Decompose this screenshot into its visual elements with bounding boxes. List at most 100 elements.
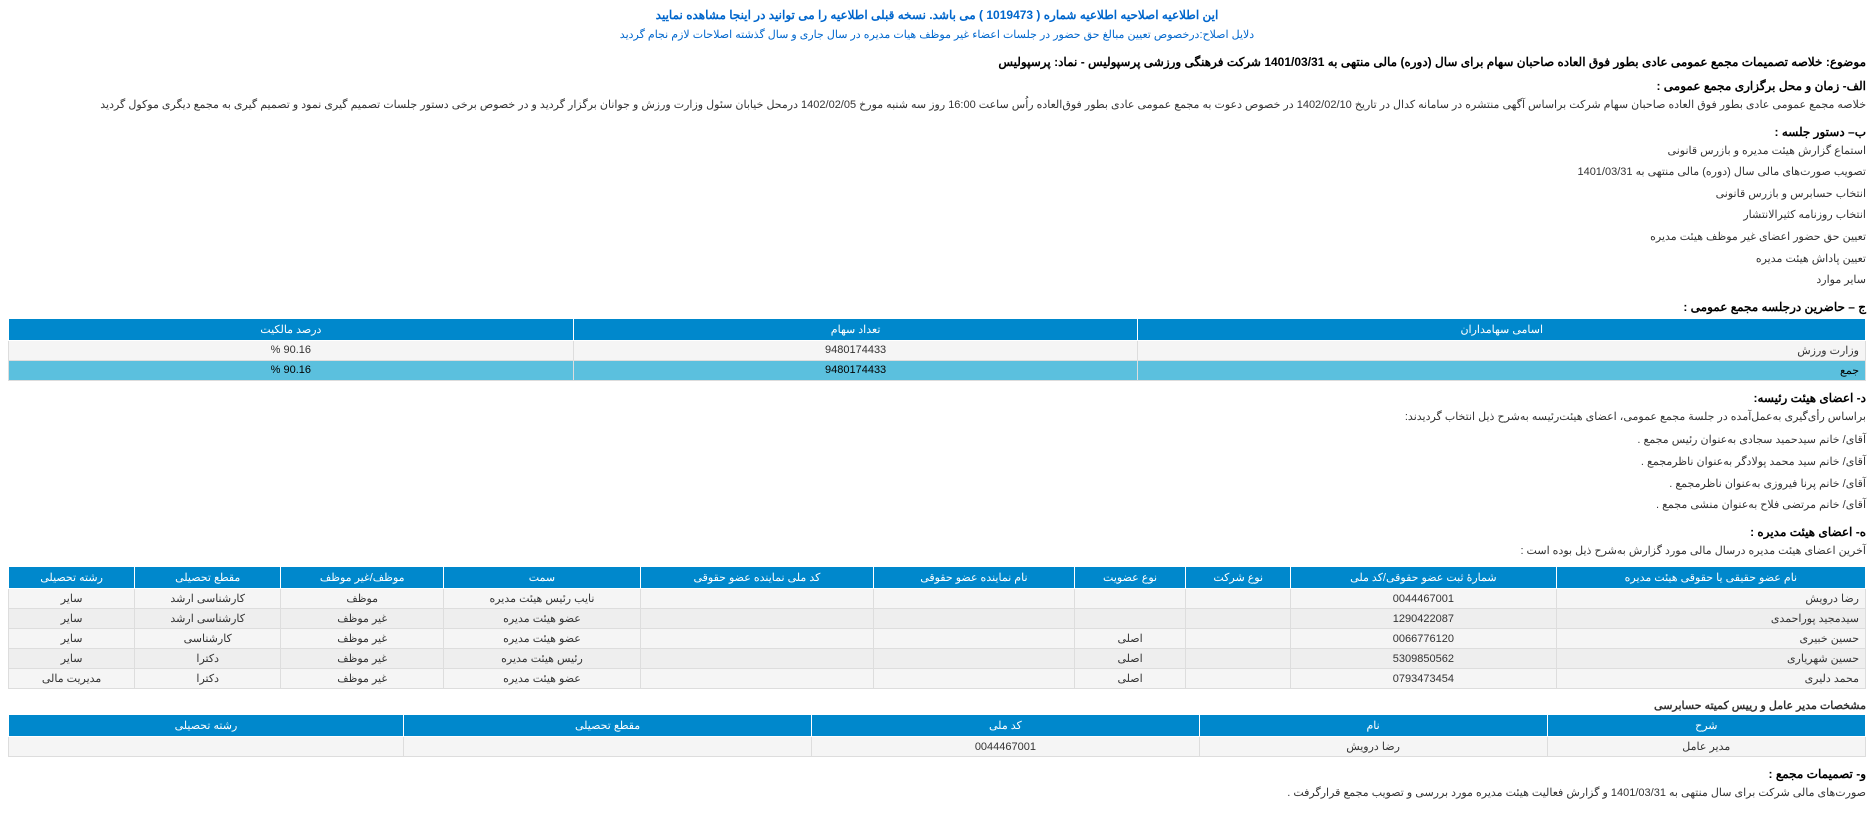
table-row: محمد دلیری0793473454اصلیعضو هیئت مدیرهغی… bbox=[9, 669, 1866, 689]
table-header: رشته تحصیلی bbox=[9, 715, 404, 737]
table-cell: حسین شهریاری bbox=[1556, 649, 1865, 669]
board-table: نام عضو حقیقی یا حقوقی هیئت مدیرهشمارۀ ث… bbox=[8, 566, 1866, 689]
section-a-text: خلاصه مجمع عمومی عادی بطور فوق العاده صا… bbox=[8, 97, 1866, 115]
table-header: نام عضو حقیقی یا حقوقی هیئت مدیره bbox=[1556, 567, 1865, 589]
table-cell: نایب رئیس هیئت مدیره bbox=[444, 589, 641, 609]
table-cell bbox=[640, 669, 873, 689]
table-cell bbox=[9, 737, 404, 757]
table-cell: 90.16 % bbox=[9, 340, 574, 360]
table-cell bbox=[1074, 609, 1186, 629]
table-cell: کارشناسی ارشد bbox=[135, 609, 281, 629]
table-cell bbox=[874, 649, 1075, 669]
table-cell: غیر موظف bbox=[281, 669, 444, 689]
section-e-intro: آخرین اعضای هیئت مدیره درسال مالی مورد گ… bbox=[8, 543, 1866, 561]
agenda-item: انتخاب روزنامه کثیر‌الانتشار bbox=[8, 207, 1866, 225]
table-header: نام bbox=[1199, 715, 1547, 737]
table-header: درصد مالکیت bbox=[9, 318, 574, 340]
ceo-table: شرحنامکد ملیمقطع تحصیلیرشته تحصیلی مدیر … bbox=[8, 714, 1866, 757]
table-cell: 9480174433 bbox=[573, 340, 1138, 360]
table-header: اسامی سهامداران bbox=[1138, 318, 1866, 340]
agenda-item: تعیین حق حضور اعضای غیر موظف هیئت مدیره bbox=[8, 229, 1866, 247]
table-cell: سایر bbox=[9, 649, 135, 669]
agenda-item: تعیین پاداش هیئت مدیره bbox=[8, 251, 1866, 269]
section-d-intro: براساس رأی‌گیری به‌عمل‌آمده در جلسة مجمع… bbox=[8, 409, 1866, 427]
table-cell bbox=[874, 589, 1075, 609]
table-cell: مدیریت مالی bbox=[9, 669, 135, 689]
table-header: سمت bbox=[444, 567, 641, 589]
table-cell: وزارت ورزش bbox=[1138, 340, 1866, 360]
table-cell: سیدمجید پوراحمدی bbox=[1556, 609, 1865, 629]
table-header: کد ملی نماینده عضو حقوقی bbox=[640, 567, 873, 589]
table-cell: مدیر عامل bbox=[1547, 737, 1865, 757]
table-cell: دکترا bbox=[135, 669, 281, 689]
subject-text: خلاصه تصمیمات مجمع عمومی عادی بطور فوق ا… bbox=[998, 55, 1822, 69]
table-cell: رضا درویش bbox=[1199, 737, 1547, 757]
table-cell: غیر موظف bbox=[281, 629, 444, 649]
table-cell: 5309850562 bbox=[1290, 649, 1556, 669]
table-cell: 0066776120 bbox=[1290, 629, 1556, 649]
table-cell bbox=[640, 589, 873, 609]
table-cell bbox=[640, 609, 873, 629]
table-cell: رضا درویش bbox=[1556, 589, 1865, 609]
section-g-title: و- تصمیمات مجمع : bbox=[8, 767, 1866, 781]
notice-header: این اطلاعیه اصلاحیه اطلاعیه شماره ( 1019… bbox=[8, 8, 1866, 22]
agenda-item: سایر موارد bbox=[8, 272, 1866, 290]
table-row: رضا درویش0044467001 نایب رئیس هیئت مدیرهم… bbox=[9, 589, 1866, 609]
agenda-item: استماع گزارش هیئت‌ مدیره و بازرس قانونی bbox=[8, 143, 1866, 161]
table-cell: 0044467001 bbox=[1290, 589, 1556, 609]
table-cell: حسین خبیری bbox=[1556, 629, 1865, 649]
table-header: شرح bbox=[1547, 715, 1865, 737]
table-header: موظف/غیر موظف bbox=[281, 567, 444, 589]
table-cell: محمد دلیری bbox=[1556, 669, 1865, 689]
table-row: جمع948017443390.16 % bbox=[9, 360, 1866, 380]
table-cell: اصلی bbox=[1074, 649, 1186, 669]
table-cell bbox=[1186, 589, 1291, 609]
table-cell: موظف bbox=[281, 589, 444, 609]
table-cell bbox=[1186, 669, 1291, 689]
table-cell: عضو هیئت مدیره bbox=[444, 669, 641, 689]
table-header: مقطع تحصیلی bbox=[403, 715, 811, 737]
table-cell: سایر bbox=[9, 589, 135, 609]
section-g-text: صورت‌های مالی شرکت برای سال منتهی به 140… bbox=[8, 785, 1866, 803]
agenda-item: تصویب صورت‌های مالی سال (دوره) مالی منته… bbox=[8, 164, 1866, 182]
table-cell: کارشناسی bbox=[135, 629, 281, 649]
presidium-member: آقای/ خانم سید محمد پولادگر به‌عنوان ناظ… bbox=[8, 454, 1866, 472]
shareholders-table: اسامی سهامدارانتعداد سهامدرصد مالکیت وزا… bbox=[8, 318, 1866, 381]
agenda-list: استماع گزارش هیئت‌ مدیره و بازرس قانونی ت… bbox=[8, 143, 1866, 290]
table-header: نوع شرکت bbox=[1186, 567, 1291, 589]
table-cell bbox=[1186, 649, 1291, 669]
presidium-member: آقای/ خانم پرنا فیروزی به‌عنوان ناظرمجمع… bbox=[8, 476, 1866, 494]
table-cell: غیر موظف bbox=[281, 649, 444, 669]
table-cell: کارشناسی ارشد bbox=[135, 589, 281, 609]
table-cell bbox=[874, 629, 1075, 649]
table-header: مقطع تحصیلی bbox=[135, 567, 281, 589]
table-header: رشته تحصیلی bbox=[9, 567, 135, 589]
subject-label: موضوع: bbox=[1826, 55, 1866, 69]
table-row: سیدمجید پوراحمدی1290422087عضو هیئت مدیره… bbox=[9, 609, 1866, 629]
table-cell bbox=[874, 609, 1075, 629]
table-row: حسین شهریاری5309850562 اصلی رئیس هیئت مدیر… bbox=[9, 649, 1866, 669]
table-cell: عضو هیئت مدیره bbox=[444, 629, 641, 649]
table-cell: 1290422087 bbox=[1290, 609, 1556, 629]
section-d-title: د- اعضای هیئت رئیسه: bbox=[8, 391, 1866, 405]
presidium-list: آقای/ خانم سیدحمید سجادی به‌عنوان رئیس م… bbox=[8, 432, 1866, 514]
table-header: تعداد سهام bbox=[573, 318, 1138, 340]
table-cell: 0044467001 bbox=[812, 737, 1199, 757]
agenda-item: انتخاب حسابرس و بازرس قانونی bbox=[8, 186, 1866, 204]
table-cell bbox=[874, 669, 1075, 689]
section-a-title: الف- زمان و محل برگزاری مجمع عمومی : bbox=[8, 79, 1866, 93]
table-header: نوع عضویت bbox=[1074, 567, 1186, 589]
table-cell bbox=[1074, 589, 1186, 609]
section-f-title: مشخصات مدیر عامل و رییس کمیته حسابرسی bbox=[8, 699, 1866, 712]
table-cell bbox=[1186, 629, 1291, 649]
section-b-title: ب– دستور جلسه : bbox=[8, 125, 1866, 139]
table-cell: غیر موظف bbox=[281, 609, 444, 629]
table-header: کد ملی bbox=[812, 715, 1199, 737]
table-cell: جمع bbox=[1138, 360, 1866, 380]
table-cell: اصلی bbox=[1074, 669, 1186, 689]
presidium-member: آقای/ خانم مرتضی فلاح به‌عنوان منشی مجمع… bbox=[8, 497, 1866, 515]
table-cell bbox=[640, 629, 873, 649]
table-cell: رئیس هیئت مدیره bbox=[444, 649, 641, 669]
correction-reason: دلایل اصلاح:درخصوص تعیین مبالغ حق حضور د… bbox=[8, 28, 1866, 41]
presidium-member: آقای/ خانم سیدحمید سجادی به‌عنوان رئیس م… bbox=[8, 432, 1866, 450]
